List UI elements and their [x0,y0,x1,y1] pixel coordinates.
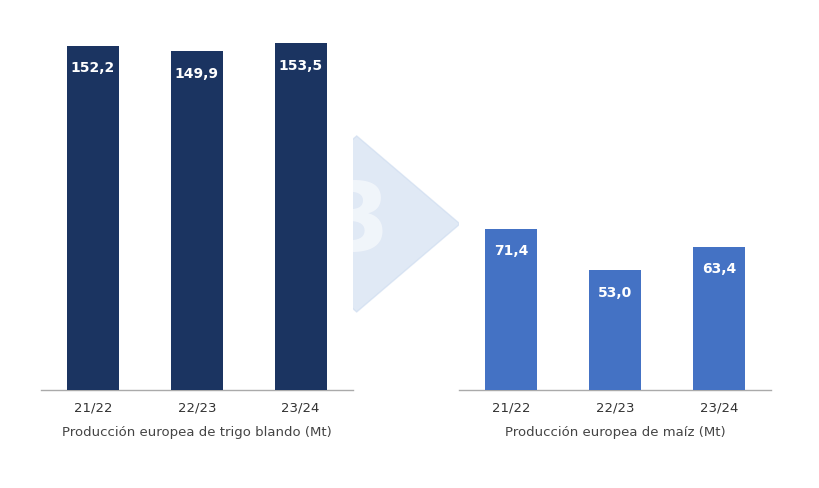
Text: 149,9: 149,9 [174,66,219,81]
Bar [485,229,536,390]
Text: 3: 3 [324,179,389,270]
Text: 153,5: 153,5 [278,59,323,72]
Text: 3: 3 [569,179,635,270]
Bar [588,271,640,390]
Text: 53,0: 53,0 [597,285,631,299]
X-axis label: Producción europea de maíz (Mt): Producción europea de maíz (Mt) [504,425,725,438]
Bar [170,52,223,390]
Bar [274,44,326,390]
Bar [67,47,119,390]
Text: 71,4: 71,4 [493,244,527,258]
Text: 63,4: 63,4 [701,262,735,276]
Bar [692,247,744,390]
Text: 152,2: 152,2 [70,61,115,75]
X-axis label: Producción europea de trigo blando (Mt): Producción europea de trigo blando (Mt) [62,425,331,438]
